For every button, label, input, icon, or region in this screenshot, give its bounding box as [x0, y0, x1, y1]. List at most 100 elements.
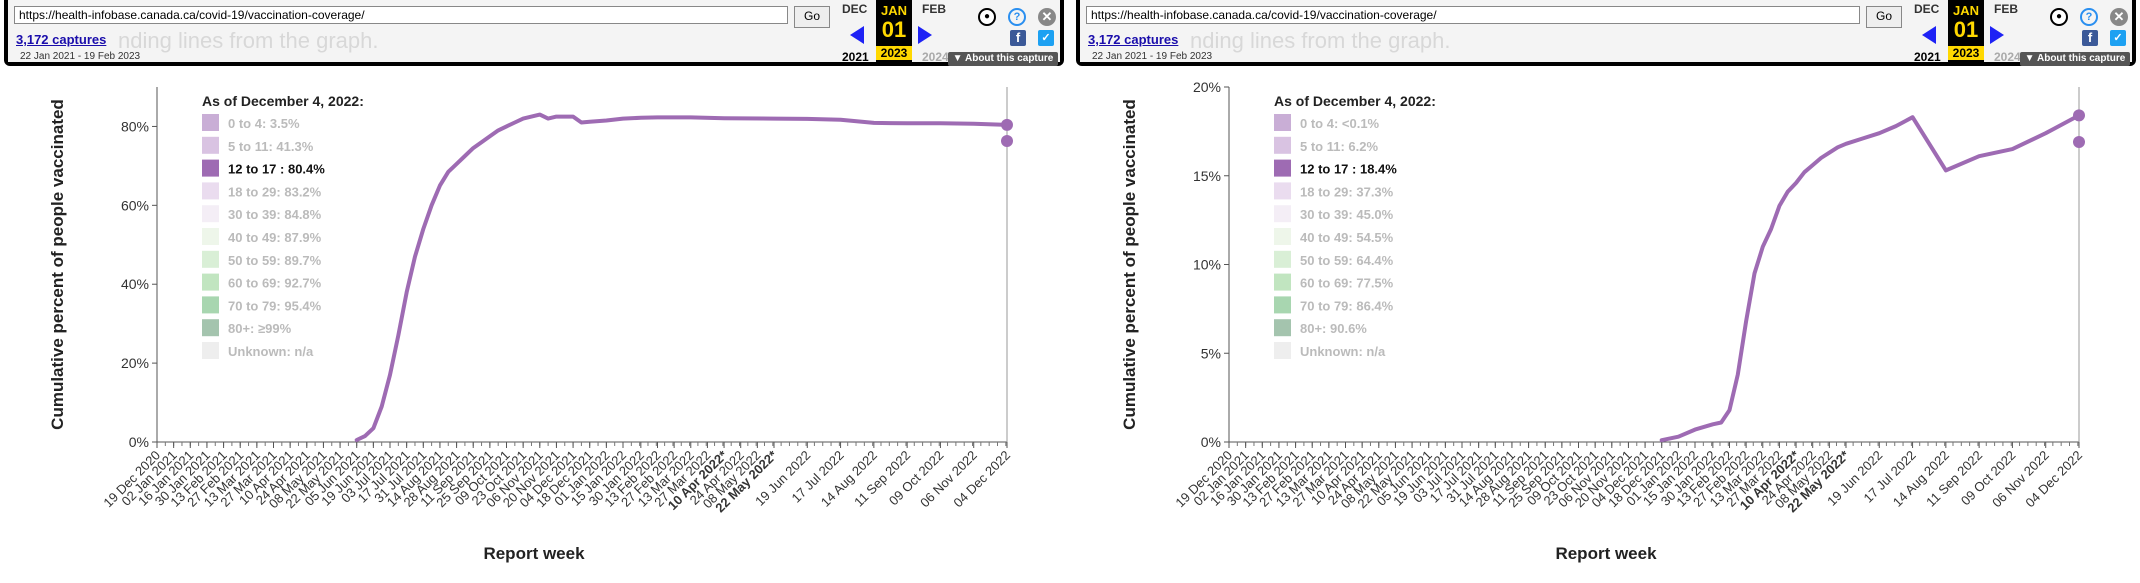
close-icon[interactable]: ✕ — [1038, 8, 1056, 26]
next-year[interactable]: 2024 — [922, 50, 949, 64]
legend-label: Unknown: n/a — [1300, 344, 1386, 359]
y-tick-label: 80% — [121, 118, 149, 134]
captures-link[interactable]: 3,172 captures — [16, 32, 107, 47]
legend-swatch — [202, 319, 219, 337]
go-button[interactable]: Go — [794, 6, 830, 28]
chart-panel-right: nding lines from the graph. https://heal… — [1072, 0, 2140, 583]
legend-swatch — [1274, 228, 1291, 245]
legend-label: 12 to 17 : 80.4% — [228, 162, 325, 177]
legend-item: 50 to 59: 89.7% — [202, 250, 322, 268]
y-tick-label: 0% — [129, 434, 149, 450]
prev-arrow-icon[interactable] — [850, 26, 864, 44]
next-month[interactable]: FEB — [1994, 2, 2018, 16]
legend-item: 5 to 11: 6.2% — [1274, 136, 1378, 154]
wayback-toolbar: nding lines from the graph. https://heal… — [1076, 0, 2136, 66]
legend-swatch — [1274, 182, 1291, 200]
legend-label: 70 to 79: 86.4% — [1300, 298, 1394, 313]
legend-item: 80+: ≥99% — [202, 319, 292, 337]
next-month[interactable]: FEB — [922, 2, 946, 16]
prev-year[interactable]: 2021 — [1914, 50, 1941, 64]
legend-swatch — [202, 159, 219, 177]
wayback-url-input[interactable]: https://health-infobase.canada.ca/covid-… — [1086, 6, 1860, 24]
ghost-page-text: nding lines from the graph. — [118, 28, 379, 53]
twitter-icon[interactable]: ✓ — [1038, 30, 1054, 46]
about-capture-label: About this capture — [2036, 53, 2126, 64]
legend-label: 60 to 69: 92.7% — [228, 276, 322, 291]
wayback-url-input[interactable]: https://health-infobase.canada.ca/covid-… — [14, 6, 788, 24]
legend-item: 30 to 39: 84.8% — [202, 205, 322, 223]
legend-item: 12 to 17 : 80.4% — [202, 159, 325, 177]
y-tick-label: 60% — [121, 197, 149, 213]
legend-item: 40 to 49: 87.9% — [202, 228, 322, 245]
facebook-icon[interactable]: f — [2082, 30, 2098, 46]
prev-year[interactable]: 2021 — [842, 50, 869, 64]
legend-swatch — [202, 114, 219, 131]
y-axis-title: Cumulative percent of people vaccinated — [48, 99, 67, 430]
y-tick-label: 15% — [1193, 168, 1221, 184]
go-button[interactable]: Go — [1866, 6, 1902, 28]
series-line — [354, 112, 1009, 442]
legend-swatch — [202, 250, 219, 268]
prev-month[interactable]: DEC — [1914, 2, 1940, 16]
legend-swatch — [202, 136, 219, 154]
legend-item: 30 to 39: 45.0% — [1274, 205, 1394, 223]
end-marker-point — [2073, 136, 2085, 149]
help-icon[interactable]: ? — [1008, 8, 1026, 26]
captures-link[interactable]: 3,172 captures — [1088, 32, 1179, 47]
legend-swatch — [1274, 319, 1291, 337]
capture-range: 22 Jan 2021 - 19 Feb 2023 — [20, 51, 141, 62]
legend-swatch — [1274, 159, 1291, 177]
next-arrow-icon[interactable] — [1990, 26, 2004, 44]
legend-item: 12 to 17 : 18.4% — [1274, 159, 1397, 177]
legend-label: 5 to 11: 6.2% — [1300, 139, 1378, 154]
y-tick-label: 40% — [121, 276, 149, 292]
prev-arrow-icon[interactable] — [1922, 26, 1936, 44]
y-axis-title: Cumulative percent of people vaccinated — [1120, 99, 1139, 430]
legend-label: 50 to 59: 89.7% — [228, 253, 322, 268]
y-tick-label: 0% — [1201, 434, 1221, 450]
legend-label: 30 to 39: 84.8% — [228, 207, 322, 222]
legend-label: 80+: 90.6% — [1300, 321, 1367, 336]
legend-item: 0 to 4: <0.1% — [1274, 114, 1380, 131]
legend-label: 18 to 29: 83.2% — [228, 184, 322, 199]
user-icon[interactable]: ● — [2050, 8, 2068, 26]
legend-title: As of December 4, 2022: — [1274, 93, 1436, 109]
current-year: 2023 — [876, 46, 912, 60]
series-line — [1659, 113, 2081, 443]
legend-swatch — [202, 228, 219, 245]
user-icon[interactable]: ● — [978, 8, 996, 26]
legend-swatch — [202, 205, 219, 223]
current-day: 01 — [881, 17, 907, 42]
legend-swatch — [1274, 342, 1291, 359]
current-month: JAN — [880, 3, 907, 18]
about-capture-button[interactable]: ▼ About this capture — [948, 52, 1058, 66]
legend-swatch — [202, 342, 219, 359]
chart-panel-left: nding lines from the graph. https://heal… — [0, 0, 1068, 583]
legend-item: 70 to 79: 86.4% — [1274, 296, 1394, 314]
current-year: 2023 — [1948, 46, 1984, 60]
prev-month[interactable]: DEC — [842, 2, 868, 16]
legend-label: 0 to 4: <0.1% — [1300, 116, 1380, 131]
legend-item: 18 to 29: 37.3% — [1274, 182, 1394, 200]
legend-label: 70 to 79: 95.4% — [228, 298, 322, 313]
legend-label: 12 to 17 : 18.4% — [1300, 162, 1397, 177]
end-marker-point — [1001, 118, 1013, 131]
legend-item: 40 to 49: 54.5% — [1274, 228, 1394, 245]
next-year[interactable]: 2024 — [1994, 50, 2021, 64]
legend-label: 40 to 49: 87.9% — [228, 230, 322, 245]
legend-label: 0 to 4: 3.5% — [228, 116, 300, 131]
about-capture-button[interactable]: ▼ About this capture — [2020, 52, 2130, 66]
twitter-icon[interactable]: ✓ — [2110, 30, 2126, 46]
x-axis-title: Report week — [1555, 544, 1657, 563]
about-capture-label: About this capture — [964, 53, 1054, 64]
next-arrow-icon[interactable] — [918, 26, 932, 44]
legend-item: Unknown: n/a — [1274, 342, 1386, 359]
close-icon[interactable]: ✕ — [2110, 8, 2128, 26]
legend-item: 60 to 69: 92.7% — [202, 273, 322, 291]
facebook-icon[interactable]: f — [1010, 30, 1026, 46]
legend-label: 50 to 59: 64.4% — [1300, 253, 1394, 268]
wayback-toolbar: nding lines from the graph. https://heal… — [4, 0, 1064, 66]
help-icon[interactable]: ? — [2080, 8, 2098, 26]
